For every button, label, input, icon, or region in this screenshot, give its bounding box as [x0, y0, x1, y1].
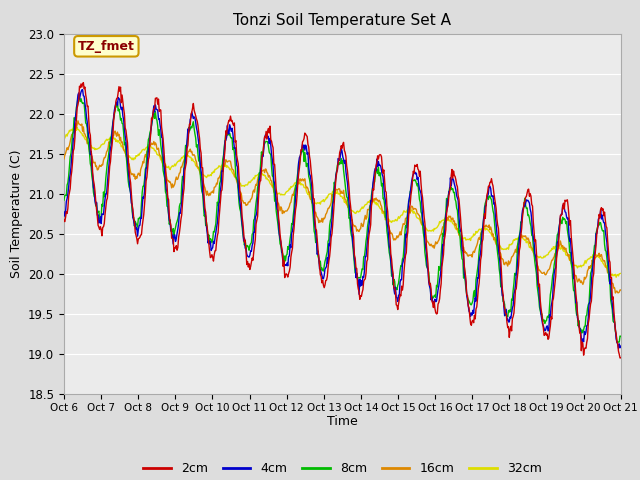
X-axis label: Time: Time — [327, 415, 358, 428]
8cm — [70, 115, 78, 120]
4cm — [428, 297, 435, 303]
2cm — [411, 162, 419, 168]
Line: 16cm: 16cm — [64, 121, 621, 293]
4cm — [411, 169, 419, 175]
2cm — [70, 146, 78, 152]
Y-axis label: Soil Temperature (C): Soil Temperature (C) — [10, 149, 22, 278]
2cm — [617, 355, 625, 360]
16cm — [214, 175, 222, 181]
8cm — [617, 334, 625, 339]
2cm — [128, 202, 136, 208]
2cm — [60, 217, 68, 223]
4cm — [128, 202, 136, 207]
8cm — [128, 208, 136, 214]
16cm — [70, 127, 78, 132]
4cm — [60, 209, 68, 215]
32cm — [617, 271, 625, 276]
16cm — [428, 241, 435, 247]
8cm — [614, 339, 622, 345]
32cm — [612, 275, 620, 280]
32cm — [128, 157, 136, 163]
32cm — [72, 122, 79, 128]
16cm — [612, 290, 620, 296]
8cm — [60, 197, 68, 203]
32cm — [214, 165, 222, 170]
16cm — [411, 206, 419, 212]
2cm — [616, 355, 624, 361]
16cm — [185, 148, 193, 154]
2cm — [79, 80, 87, 85]
16cm — [617, 287, 625, 293]
Line: 32cm: 32cm — [64, 125, 621, 277]
Title: Tonzi Soil Temperature Set A: Tonzi Soil Temperature Set A — [234, 13, 451, 28]
4cm — [214, 211, 222, 216]
8cm — [75, 95, 83, 100]
32cm — [411, 210, 419, 216]
16cm — [60, 156, 68, 162]
2cm — [214, 230, 222, 236]
2cm — [185, 129, 193, 135]
2cm — [428, 286, 435, 292]
4cm — [79, 87, 86, 93]
4cm — [617, 343, 625, 349]
32cm — [70, 125, 78, 131]
Line: 4cm: 4cm — [64, 90, 621, 348]
16cm — [74, 118, 82, 124]
Legend: 2cm, 4cm, 8cm, 16cm, 32cm: 2cm, 4cm, 8cm, 16cm, 32cm — [138, 457, 547, 480]
Line: 2cm: 2cm — [64, 83, 621, 358]
8cm — [411, 177, 419, 182]
8cm — [428, 295, 435, 300]
4cm — [614, 346, 622, 351]
Line: 8cm: 8cm — [64, 97, 621, 342]
4cm — [70, 135, 78, 141]
4cm — [185, 130, 193, 136]
8cm — [214, 203, 222, 208]
32cm — [185, 153, 193, 159]
32cm — [60, 136, 68, 142]
8cm — [185, 125, 193, 131]
16cm — [128, 171, 136, 177]
Text: TZ_fmet: TZ_fmet — [78, 40, 135, 53]
32cm — [428, 228, 435, 234]
